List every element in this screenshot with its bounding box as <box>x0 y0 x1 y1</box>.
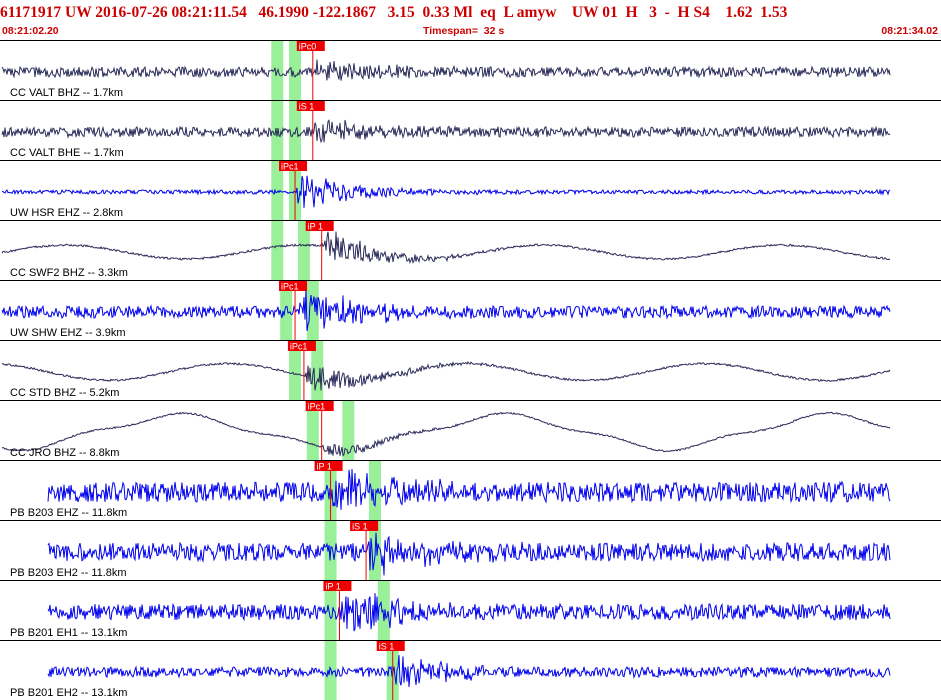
waveform-trace <box>47 468 891 510</box>
trace-row[interactable]: iPc1 CC JRO BHZ -- 8.8km <box>0 400 941 461</box>
station-label: UW HSR EHZ -- 2.8km <box>10 207 123 219</box>
station-label: CC STD BHZ -- 5.2km <box>10 387 119 399</box>
waveform-trace <box>1 119 891 144</box>
waveform-trace <box>1 361 891 391</box>
event-header: 61171917 UW 2016-07-26 08:21:11.54 46.19… <box>0 0 941 40</box>
station-label: CC VALT BHZ -- 1.7km <box>10 87 123 99</box>
pick-label: iS 1 <box>299 102 315 112</box>
analysis-window <box>289 41 302 100</box>
station-label: PB B203 EHZ -- 11.8km <box>10 507 127 519</box>
pick-label: iPc0 <box>299 42 317 52</box>
analysis-window <box>280 281 293 340</box>
analysis-window <box>306 281 319 340</box>
trace-row[interactable]: iPc1 UW SHW EHZ -- 3.9km <box>0 280 941 341</box>
analysis-window <box>289 341 302 400</box>
station-label: CC SWF2 BHZ -- 3.3km <box>10 267 128 279</box>
pick-flag[interactable] <box>296 101 325 111</box>
pick-label: iPc1 <box>281 162 299 172</box>
station-label: PB B201 EH1 -- 13.1km <box>10 627 127 639</box>
waveform-trace <box>1 175 891 208</box>
trace-row[interactable]: iS 1 PB B201 EH2 -- 13.1km <box>0 640 941 700</box>
trace-row[interactable]: iS 1 CC VALT BHE -- 1.7km <box>0 100 941 161</box>
pick-label: iS 1 <box>352 522 368 532</box>
pick-label: iP 1 <box>317 462 332 472</box>
pick-label: iP 1 <box>308 222 323 232</box>
analysis-window <box>311 341 324 400</box>
waveform-trace <box>1 287 891 331</box>
pick-flag[interactable] <box>279 281 308 291</box>
waveform-trace <box>47 532 891 576</box>
pick-label: iPc1 <box>308 402 326 412</box>
pick-flag[interactable] <box>296 41 325 51</box>
timespan-label: Timespan= 32 s <box>423 25 505 37</box>
pick-label: iPc1 <box>290 342 308 352</box>
pick-flag[interactable] <box>305 221 334 231</box>
trace-row[interactable]: iP 1 PB B201 EH1 -- 13.1km <box>0 580 941 641</box>
analysis-window <box>377 581 390 640</box>
station-label: UW SHW EHZ -- 3.9km <box>10 327 126 339</box>
trace-row[interactable]: iPc0 CC VALT BHZ -- 1.7km <box>0 40 941 101</box>
trace-row[interactable]: iPc1 UW HSR EHZ -- 2.8km <box>0 160 941 221</box>
analysis-window <box>324 641 337 700</box>
pick-flag[interactable] <box>305 401 334 411</box>
analysis-window <box>271 161 284 220</box>
end-time-label: 08:21:34.02 <box>881 25 938 37</box>
station-label: CC JRO BHZ -- 8.8km <box>10 447 119 459</box>
pick-flag[interactable] <box>376 641 405 651</box>
trace-row[interactable]: iPc1 CC STD BHZ -- 5.2km <box>0 340 941 401</box>
analysis-window <box>297 221 310 280</box>
station-label: CC VALT BHE -- 1.7km <box>10 147 124 159</box>
pick-label: iP 1 <box>325 582 340 592</box>
waveform-trace <box>1 231 891 264</box>
trace-row[interactable]: iP 1 CC SWF2 BHZ -- 3.3km <box>0 220 941 281</box>
waveform-trace <box>47 593 891 632</box>
pick-flag[interactable] <box>279 161 308 171</box>
analysis-window <box>342 401 355 460</box>
station-label: PB B203 EH2 -- 11.8km <box>10 567 127 579</box>
analysis-window <box>289 101 302 160</box>
pick-flag[interactable] <box>350 521 379 531</box>
trace-row[interactable]: iS 1 PB B203 EH2 -- 11.8km <box>0 520 941 581</box>
start-time-label: 08:21:02.20 <box>2 25 59 37</box>
pick-flag[interactable] <box>287 341 316 351</box>
pick-flag[interactable] <box>314 461 343 471</box>
analysis-window <box>271 221 284 280</box>
trace-row[interactable]: iP 1 PB B203 EHZ -- 11.8km <box>0 460 941 521</box>
station-label: PB B201 EH2 -- 13.1km <box>10 687 127 699</box>
event-summary: 61171917 UW 2016-07-26 08:21:11.54 46.19… <box>0 4 788 21</box>
pick-label: iPc1 <box>281 282 299 292</box>
waveform-trace <box>1 59 891 81</box>
pick-label: iS 1 <box>379 642 395 652</box>
waveform-trace <box>47 655 891 688</box>
analysis-window <box>368 461 381 520</box>
waveform-trace <box>1 411 891 457</box>
pick-flag[interactable] <box>323 581 352 591</box>
analysis-window <box>324 581 337 640</box>
